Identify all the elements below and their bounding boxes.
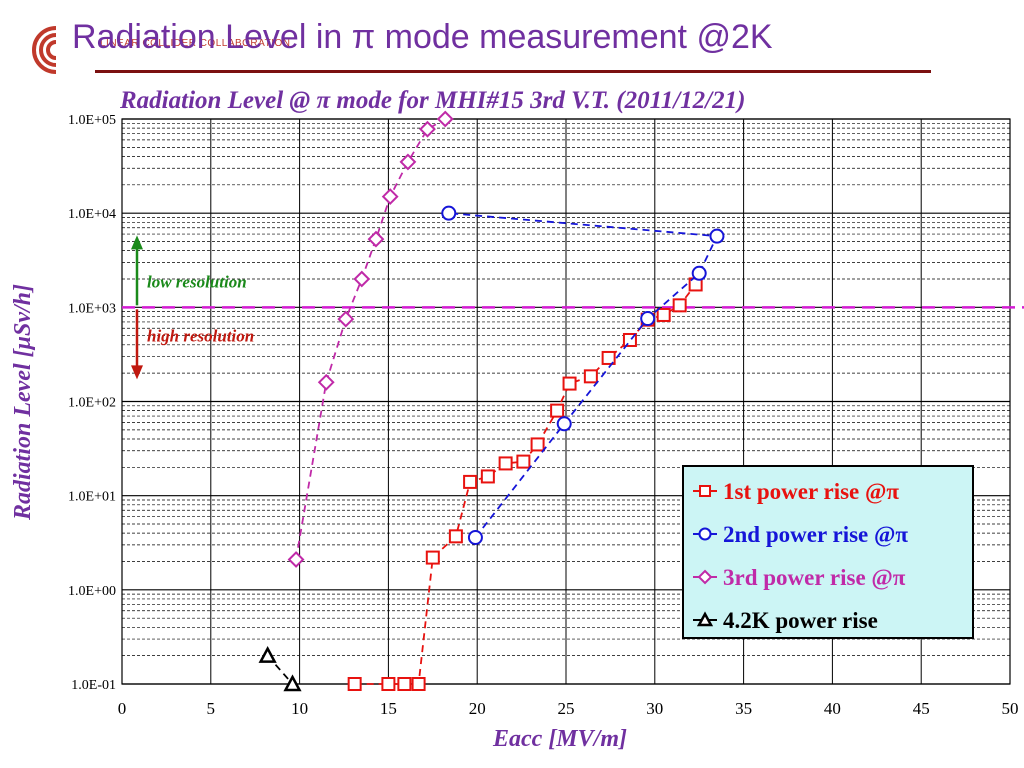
triangle-marker [283, 674, 302, 692]
y-tick-label: 1.0E+03 [68, 301, 116, 316]
circle-marker [698, 527, 712, 541]
legend-box [682, 465, 974, 639]
x-tick-label: 10 [291, 699, 308, 718]
diamond-marker [419, 120, 436, 138]
square-marker [480, 469, 495, 484]
x-tick-label: 5 [207, 699, 216, 718]
square-marker [699, 485, 711, 497]
square-marker [463, 474, 478, 489]
square-marker [498, 456, 513, 471]
series-2 [441, 205, 725, 545]
diamond-marker [317, 373, 335, 391]
square-marker [672, 298, 687, 313]
square-marker [656, 307, 671, 322]
square-marker [425, 550, 440, 565]
x-tick-label: 40 [824, 699, 841, 718]
triangle-marker [258, 646, 277, 663]
legend-label: 1st power rise @π [723, 479, 899, 505]
circle-marker [691, 265, 707, 281]
circle-marker [441, 205, 457, 221]
diamond-marker [367, 230, 385, 248]
down-arrow-icon [131, 365, 143, 380]
diamond-marker [353, 270, 371, 288]
legend: 1st power rise @π 2nd power rise @π 3rd po… [682, 465, 974, 639]
square-marker [516, 454, 531, 469]
linear-collider-logo-icon [32, 26, 57, 74]
x-tick-label: 30 [646, 699, 663, 718]
diamond-marker [337, 310, 355, 328]
x-tick-label: 35 [735, 699, 752, 718]
circle-marker [709, 228, 725, 244]
square-marker [530, 437, 545, 452]
series-3 [287, 110, 454, 568]
x-axis-label: Eacc [MV/m] [492, 726, 627, 752]
x-tick-label: 50 [1002, 699, 1019, 718]
low-resolution-label: low resolution [147, 272, 247, 291]
high-resolution-label: high resolution [147, 326, 254, 345]
legend-label: 4.2K power rise [723, 608, 878, 633]
logo-text: LINEAR COLLIDER COLLABORATION [100, 38, 291, 49]
square-marker [397, 677, 412, 691]
x-tick-label: 0 [118, 699, 127, 718]
y-tick-label: 1.0E+04 [68, 207, 116, 222]
series-4 [258, 646, 302, 692]
legend-label: 2nd power rise @π [723, 522, 908, 548]
square-marker [347, 677, 362, 691]
slide-title: Radiation Level in π mode measurement @2… [72, 18, 773, 56]
square-marker [381, 677, 396, 691]
square-marker [550, 403, 565, 418]
legend-label: 3rd power rise @π [723, 565, 906, 591]
chart-title: Radiation Level @ π mode for MHI#15 3rd … [119, 87, 745, 114]
diamond-marker [697, 569, 713, 585]
series-line [448, 212, 719, 539]
square-marker [448, 529, 463, 544]
triangle-marker [696, 611, 714, 627]
circle-marker [467, 529, 483, 545]
circle-marker [640, 311, 656, 327]
x-tick-label: 20 [469, 699, 486, 718]
tick-labels: 0 5 10 15 20 25 30 35 40 45 50 1.0E-01 1.0E+00 1.0E+0… [68, 113, 1018, 718]
x-tick-label: 15 [380, 699, 397, 718]
diamond-marker [399, 153, 417, 171]
series-line [354, 283, 697, 685]
y-tick-label: 1.0E+00 [68, 584, 116, 599]
square-marker [583, 369, 598, 384]
up-arrow-icon [131, 235, 143, 250]
title-underline [95, 70, 931, 73]
y-tick-label: 1.0E+02 [68, 396, 116, 411]
square-marker [411, 677, 426, 691]
circle-marker [556, 416, 572, 432]
y-axis-label: Radiation Level [μSv/h] [10, 284, 36, 521]
y-tick-label: 1.0E+01 [68, 490, 116, 505]
y-tick-label: 1.0E-01 [71, 678, 116, 693]
y-tick-label: 1.0E+05 [68, 113, 116, 128]
diamond-marker [287, 551, 305, 568]
x-tick-label: 45 [913, 699, 930, 718]
diamond-marker [381, 188, 399, 205]
resolution-arrows: low resolution high resolution [131, 235, 254, 380]
square-marker [601, 350, 616, 365]
x-tick-label: 25 [558, 699, 575, 718]
square-marker [562, 376, 577, 391]
diamond-marker [436, 110, 454, 128]
series-layer [258, 110, 725, 692]
